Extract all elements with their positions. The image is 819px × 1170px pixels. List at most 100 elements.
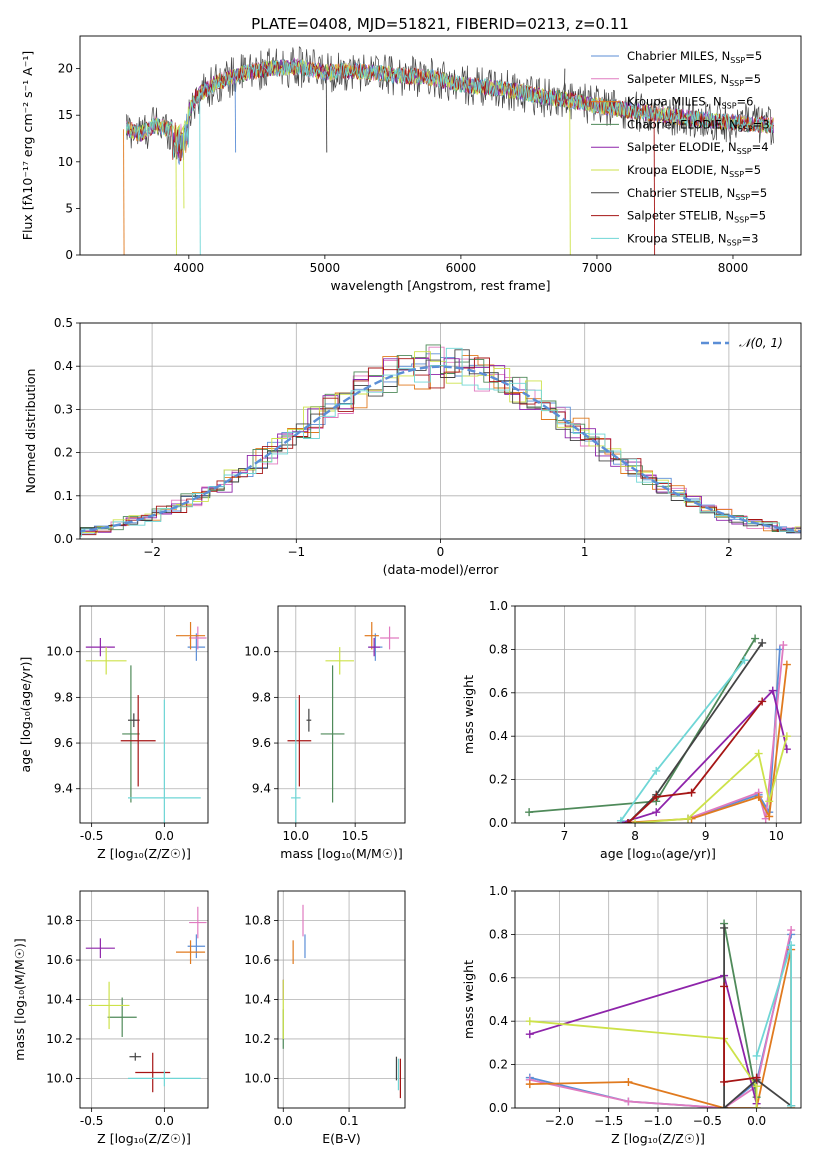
- weight-marker: [684, 814, 693, 823]
- x-axis-label: age [log₁₀(age/yr)]: [600, 846, 716, 861]
- y-tick-label: 10.0: [244, 1071, 271, 1085]
- errorbars: [282, 904, 401, 1099]
- legend-entry: Kroupa MILES, NSSP=6: [627, 95, 753, 111]
- x-axis-label: E(B-V): [322, 1131, 361, 1146]
- x-tick-label: −1.5: [594, 1114, 623, 1128]
- y-tick-label: 10.8: [46, 914, 73, 928]
- y-tick-label: 10.0: [46, 1071, 73, 1085]
- y-tick-label: 20: [58, 62, 73, 76]
- legend-entry: Salpeter ELODIE, NSSP=4: [627, 140, 769, 156]
- x-tick-label: -0.5: [80, 1114, 103, 1128]
- y-tick-label: 9.6: [54, 736, 73, 750]
- y-tick-label: 0.5: [54, 316, 73, 330]
- weight-marker: [782, 660, 791, 669]
- x-tick-label: 7000: [582, 261, 613, 275]
- age-vs-mass-panel: 10.0 10.5 9.4 9.6 9.8 10.0 mass [log₁₀(M/M☉)]: [244, 605, 406, 861]
- x-tick-label: −1: [287, 545, 305, 559]
- histogram-salpeter-stelib: [80, 357, 801, 536]
- weight-marker: [752, 1073, 761, 1082]
- y-tick-label: 10.0: [244, 645, 271, 659]
- axes-frame: [514, 605, 802, 824]
- spectrum-feature: [569, 100, 571, 255]
- histogram-chabrier-stelib: [80, 349, 801, 537]
- x-tick-label: −0.5: [693, 1114, 722, 1128]
- x-tick-label: 7: [561, 829, 569, 843]
- weight-marker: [782, 732, 791, 741]
- spectrum-feature: [199, 93, 201, 255]
- legend-entry: Chabrier ELODIE, NSSP=3: [627, 117, 770, 133]
- x-tick-label: 6000: [446, 261, 477, 275]
- y-tick-label: 10.6: [46, 953, 73, 967]
- weight-marker: [765, 812, 774, 821]
- y-tick-label: 9.4: [54, 782, 73, 796]
- legend-entry: Salpeter STELIB, NSSP=5: [627, 209, 766, 225]
- weight-marker: [624, 1077, 633, 1086]
- legend-entry: Chabrier MILES, NSSP=5: [627, 49, 762, 65]
- weight-marker: [652, 766, 661, 775]
- weight-marker: [754, 749, 763, 758]
- y-tick-label: 0.6: [489, 686, 508, 700]
- spectrum-feature: [175, 129, 177, 255]
- weight-marker: [525, 1030, 534, 1039]
- weight-vs-age-panel: 7 8 9 10 0.0 0.2 0.4 0.6 0.8 1.0 age [log₁₀(age/yr…: [461, 599, 802, 861]
- weight-marker: [752, 1051, 761, 1060]
- weight-marker: [768, 686, 777, 695]
- x-tick-label: 2: [725, 545, 733, 559]
- weight-marker: [720, 982, 729, 991]
- spectrum-lines: [123, 46, 774, 255]
- y-tick-label: 5: [65, 201, 73, 215]
- spectrum-feature: [563, 68, 566, 100]
- y-tick-label: 0.8: [489, 642, 508, 656]
- y-tick-label: 0.2: [54, 446, 73, 460]
- y-tick-label: 0.0: [489, 816, 508, 830]
- y-tick-label: 10.6: [244, 953, 271, 967]
- x-axis-label: Z [log₁₀(Z/Z☉)]: [97, 1131, 191, 1146]
- x-tick-label: -0.5: [80, 829, 103, 843]
- x-tick-label: 9: [702, 829, 710, 843]
- y-axis-label: Normed distribution: [23, 369, 38, 494]
- weight-vs-Z-panel: −2.0 −1.5 −1.0 −0.5 0.0 0.0 0.2 0.4 0.6 0.8 1.0 Z […: [461, 884, 802, 1146]
- legend-entry: Kroupa ELODIE, NSSP=5: [627, 163, 761, 179]
- y-tick-label: 9.4: [252, 782, 271, 796]
- axes-frame: [79, 890, 209, 1109]
- x-tick-label: −2: [143, 545, 161, 559]
- weight-lines: [525, 634, 791, 823]
- y-tick-label: 1.0: [489, 599, 508, 613]
- weight-marker: [787, 941, 796, 950]
- weight-marker: [752, 1104, 761, 1108]
- y-tick-label: 10.2: [244, 1032, 271, 1046]
- axes-frame: [79, 322, 802, 540]
- y-axis-label: mass weight: [461, 675, 476, 754]
- weight-marker: [779, 641, 788, 650]
- spectrum-line-kroupa-stelib: [125, 59, 774, 159]
- axes-frame: [79, 35, 802, 256]
- y-tick-label: 10.4: [46, 993, 73, 1007]
- axes-frame: [79, 605, 209, 824]
- weight-line-salpeter-stelib: [627, 700, 763, 823]
- x-tick-label: 0.0: [155, 829, 174, 843]
- y-axis-label: mass [log₁₀(M/M☉)]: [12, 938, 27, 1060]
- weight-line-chabrier-elodie: [529, 638, 756, 813]
- spectrum-feature: [123, 129, 125, 255]
- y-tick-label: 10.4: [244, 993, 271, 1007]
- y-tick-label: 9.8: [252, 690, 271, 704]
- y-tick-label: 0.4: [54, 359, 73, 373]
- y-tick-label: 10: [58, 155, 73, 169]
- weight-lines: [525, 919, 796, 1108]
- weight-marker: [623, 819, 632, 823]
- weight-line-kroupa-elodie: [529, 1020, 758, 1108]
- x-tick-label: 0.0: [155, 1114, 174, 1128]
- x-tick-label: 5000: [310, 261, 341, 275]
- y-tick-label: 9.6: [252, 736, 271, 750]
- x-tick-label: 10: [769, 829, 784, 843]
- x-tick-label: 10.0: [282, 829, 309, 843]
- y-tick-label: 0.8: [489, 927, 508, 941]
- x-tick-label: −1.0: [643, 1114, 672, 1128]
- y-tick-label: 0.0: [489, 1101, 508, 1115]
- weight-marker: [754, 792, 763, 801]
- figure-title: PLATE=0408, MJD=51821, FIBERID=0213, z=0…: [251, 15, 629, 33]
- y-tick-label: 0.6: [489, 971, 508, 985]
- histograms: [80, 344, 801, 538]
- spectrum-panel: 4000 5000 6000 7000 8000 0 5 10 15 20 wavelength […: [20, 35, 802, 293]
